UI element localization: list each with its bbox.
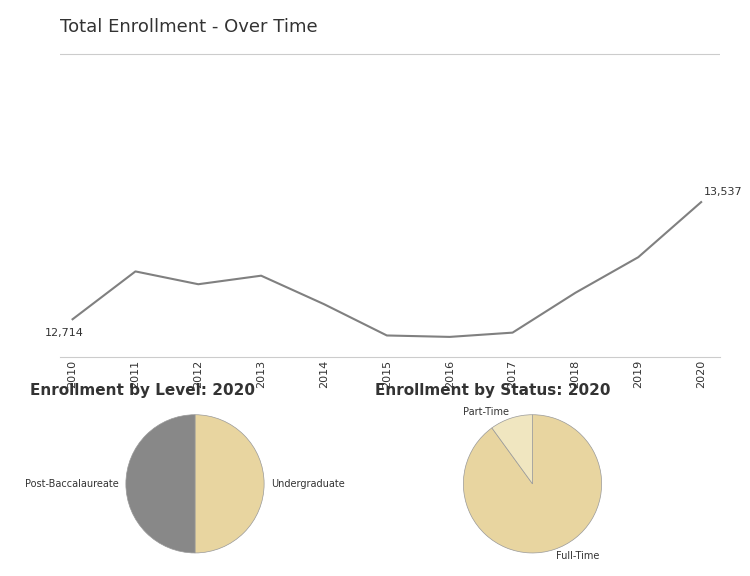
Text: Post-Baccalaureate: Post-Baccalaureate (26, 479, 119, 489)
Text: Enrollment by Status: 2020: Enrollment by Status: 2020 (375, 383, 610, 398)
Text: 13,537: 13,537 (704, 187, 742, 197)
Text: 12,714: 12,714 (45, 328, 84, 338)
Text: Enrollment by Level: 2020: Enrollment by Level: 2020 (30, 383, 255, 398)
Text: Full-Time: Full-Time (556, 551, 599, 561)
Wedge shape (195, 415, 264, 553)
Wedge shape (464, 415, 602, 553)
Wedge shape (492, 415, 532, 484)
Text: Part-Time: Part-Time (463, 407, 509, 416)
Wedge shape (126, 415, 195, 553)
Text: Undergraduate: Undergraduate (271, 479, 345, 489)
Text: Total Enrollment - Over Time: Total Enrollment - Over Time (60, 18, 318, 36)
